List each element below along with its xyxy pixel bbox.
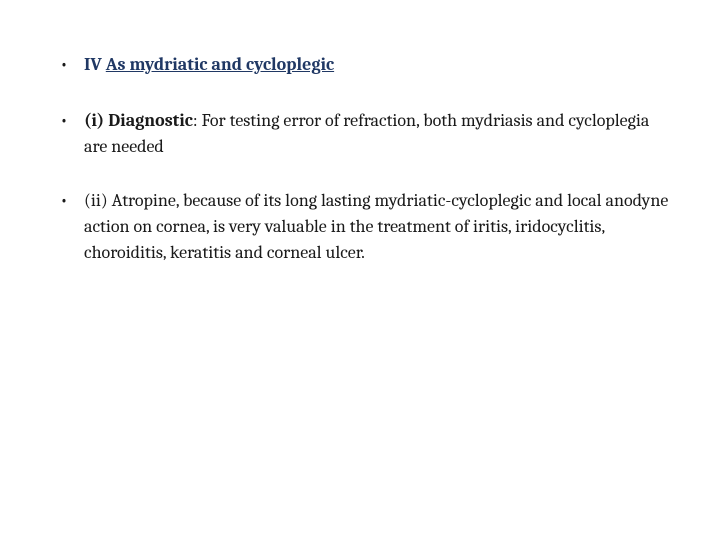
slide: IV As mydriatic and cycloplegic (i) Diag…: [0, 0, 720, 540]
body-text: (ii) Atropine, because of its long lasti…: [84, 190, 668, 263]
heading-text: As mydriatic and cycloplegic: [106, 54, 334, 75]
bullet-item-diagnostic: (i) Diagnostic: For testing error of ref…: [48, 108, 672, 160]
heading-prefix: IV: [84, 54, 106, 75]
bullet-list: IV As mydriatic and cycloplegic (i) Diag…: [48, 52, 672, 267]
bullet-item-atropine: (ii) Atropine, because of its long lasti…: [48, 188, 672, 266]
bullet-item-heading: IV As mydriatic and cycloplegic: [48, 52, 672, 78]
bold-lead: (i) Diagnostic: [84, 110, 193, 131]
